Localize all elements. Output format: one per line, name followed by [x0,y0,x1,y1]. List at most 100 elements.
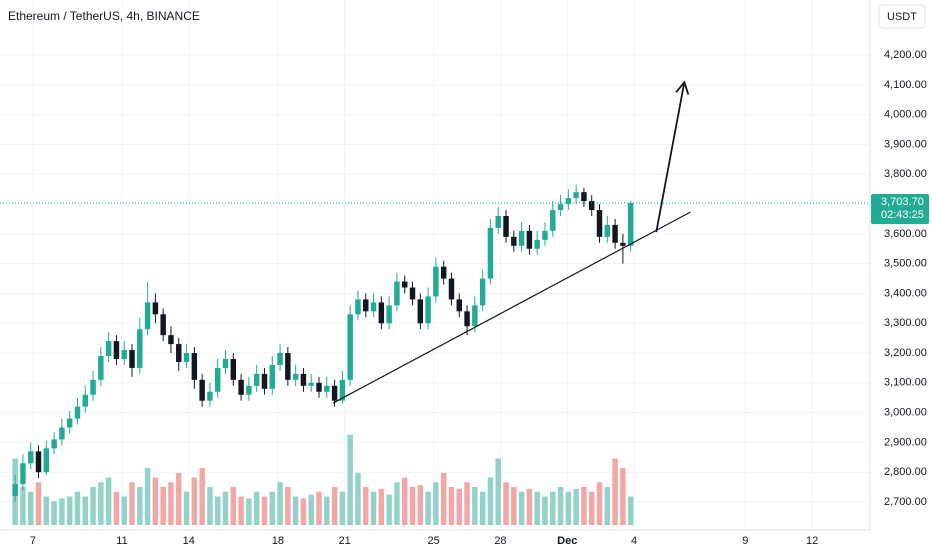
volume-bar [176,472,182,525]
y-tick-label: 3,400.00 [884,287,927,299]
volume-bar [168,482,174,525]
candle-body [588,201,595,211]
currency-button[interactable] [878,4,926,29]
candle-body [581,192,587,202]
volume-bar [285,487,291,525]
candle-body [191,353,198,380]
candle-body [440,266,447,279]
volume-bar [604,487,611,525]
volume-bar [472,487,478,525]
volume-bar [261,496,268,525]
candle-body [534,239,540,249]
last-price-label: 3,703.70 [881,196,924,208]
candle-body [20,463,26,485]
candle-body [176,344,182,362]
y-tick-label: 2,700.00 [884,496,927,508]
volume-bar [51,501,57,525]
volume-bar [74,491,81,525]
volume-bar [113,491,120,525]
x-tick-label: 7 [30,535,36,547]
volume-bar [316,491,322,525]
volume-bar [401,477,408,525]
candle-body [596,210,603,237]
volume-bar [214,496,221,525]
candle-body [277,353,283,365]
candle-body [627,202,634,246]
candle-body [144,302,151,330]
candle-body [511,236,517,246]
candle-body [573,192,579,199]
volume-bar [550,491,556,525]
volume-bar [425,491,431,525]
candle-body [448,278,455,300]
volume-bar [612,458,618,525]
volume-bar [339,491,346,525]
candle-body [565,198,572,205]
currency-label[interactable]: USDT [887,11,917,23]
volume-bar [557,487,564,525]
volume-bar [394,482,400,525]
candle-body [394,281,400,306]
candle-body [604,224,611,237]
candle-body [27,451,34,464]
candle-body [292,373,299,380]
volume-bar [456,488,462,525]
candle-body [542,230,548,240]
candle-layer [12,184,634,502]
volume-bar [43,496,50,525]
candle-body [51,439,57,449]
volume-bar [66,496,73,525]
candle-body [207,391,213,401]
y-tick-label: 3,500.00 [884,258,927,270]
volume-bar [565,491,572,525]
volume-bar [300,498,307,525]
candle-body [74,406,81,419]
x-tick-label: 21 [338,535,350,547]
volume-bar [417,485,424,525]
volume-bar [121,496,127,525]
arrow-line [655,82,686,233]
x-tick-label: Dec [557,535,577,547]
volume-bar [627,496,634,525]
candle-body [456,299,462,312]
candle-body [66,418,73,428]
candle-body [12,484,18,497]
candle-body [472,305,478,327]
candle-body [401,281,408,288]
volume-bar [526,488,533,525]
axes: 2,700.00 2,800.00 2,900.00 3,000.00 3,100.00… [30,49,929,547]
volume-bar [199,468,205,525]
candle-body [479,278,486,306]
grid [0,0,870,530]
candle-body [378,302,385,324]
volume-bar [433,482,439,525]
volume-bar [160,487,166,525]
volume-bar [35,482,42,525]
volume-bar [253,491,260,525]
volume-bar [90,487,96,525]
candle-body [121,350,127,359]
chart-title: Ethereum / TetherUS, 4h, BINANCE [8,9,200,23]
candle-body [98,356,104,380]
candle-body [137,329,143,368]
candle-body [487,227,494,279]
x-tick-label: 18 [272,535,284,547]
volume-bar [269,491,275,525]
candle-body [347,314,353,380]
y-tick-label: 3,000.00 [884,407,927,419]
volume-bar [588,491,595,525]
volume-bar [207,487,213,525]
candle-body [152,302,159,315]
candle-body [409,287,416,300]
candle-body [113,341,120,359]
candle-body [464,311,470,327]
candle-body [620,242,626,246]
candle-body [417,299,424,324]
candle-body [370,302,377,312]
volume-bar [191,477,198,525]
candle-body [82,394,88,407]
volume-bar [479,491,486,525]
volume-bar [331,487,338,525]
volume-bar [82,496,88,525]
volume-bar [448,487,455,525]
